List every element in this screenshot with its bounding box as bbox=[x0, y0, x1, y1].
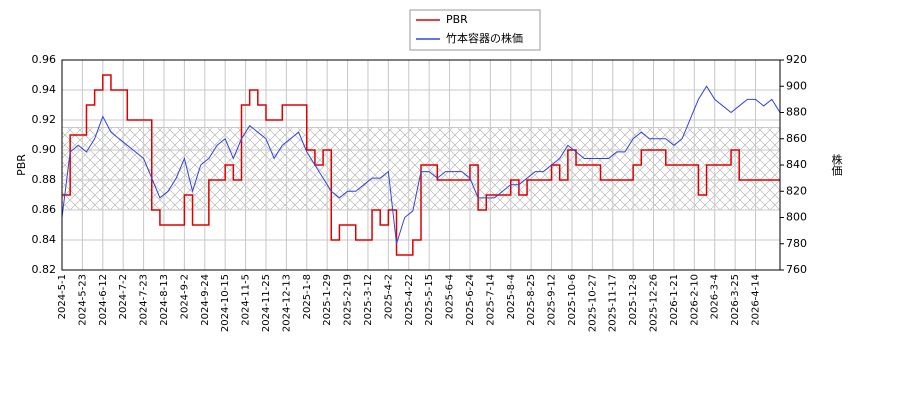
x-tick-label: 2024-8-13 bbox=[159, 274, 170, 326]
y2-tick-label: 920 bbox=[786, 53, 807, 66]
x-tick-label: 2025-9-12 bbox=[547, 274, 558, 326]
x-tick-label: 2024-7-23 bbox=[139, 274, 150, 326]
x-tick-label: 2025-5-15 bbox=[424, 274, 435, 326]
x-tick-label: 2024-5-1 bbox=[57, 274, 68, 319]
x-tick-label: 2024-10-15 bbox=[220, 274, 231, 332]
y2-tick-label: 820 bbox=[786, 184, 807, 197]
x-tick-label: 2025-12-26 bbox=[649, 274, 660, 332]
x-tick-label: 2026-4-14 bbox=[751, 274, 762, 326]
y-tick-label: 0.90 bbox=[32, 143, 57, 156]
x-tick-label: 2025-10-6 bbox=[567, 274, 578, 326]
x-tick-label: 2026-1-21 bbox=[669, 274, 680, 326]
x-tick-label: 2025-10-27 bbox=[587, 274, 598, 332]
series-line bbox=[62, 74, 780, 256]
plot-frame bbox=[61, 59, 781, 271]
y-tick-label: 0.82 bbox=[32, 263, 57, 276]
y2-tick-label: 860 bbox=[786, 132, 807, 145]
x-tick-label: 2024-12-13 bbox=[281, 274, 292, 332]
series-line bbox=[61, 85, 781, 244]
x-tick-label: 2026-3-25 bbox=[730, 274, 741, 326]
legend-box bbox=[409, 9, 541, 51]
y-axis-label: PBR bbox=[15, 154, 28, 176]
y2-tick-label: 800 bbox=[786, 211, 807, 224]
y-tick-label: 0.92 bbox=[32, 113, 57, 126]
x-tick-label: 2024-6-12 bbox=[98, 274, 109, 326]
x-tick-label: 2026-2-10 bbox=[689, 274, 700, 326]
x-tick-label: 2025-1-29 bbox=[322, 274, 333, 326]
x-tick-label: 2024-9-24 bbox=[200, 274, 211, 326]
legend: PBR 竹本容器の株価 bbox=[409, 9, 541, 51]
y-tick-label: 0.96 bbox=[32, 53, 57, 66]
y-tick-label: 0.86 bbox=[32, 203, 57, 216]
y2-tick-label: 780 bbox=[786, 237, 807, 250]
x-tick-label: 2025-8-25 bbox=[526, 274, 537, 326]
x-tick-label: 2024-7-2 bbox=[118, 274, 129, 319]
y2-tick-label: 900 bbox=[786, 79, 807, 92]
y-tick-label: 0.94 bbox=[32, 83, 57, 96]
legend-label: PBR bbox=[446, 13, 468, 26]
legend-label: 竹本容器の株価 bbox=[446, 31, 523, 45]
x-tick-label: 2025-3-12 bbox=[363, 274, 374, 326]
x-tick-label: 2024-11-25 bbox=[261, 274, 272, 332]
y2-tick-label: 840 bbox=[786, 158, 807, 171]
x-tick-label: 2025-11-17 bbox=[608, 274, 619, 332]
x-tick-label: 2025-12-8 bbox=[628, 274, 639, 326]
x-tick-label: 2026-3-4 bbox=[710, 274, 721, 319]
x-tick-label: 2025-8-4 bbox=[506, 274, 517, 319]
y2-axis-label: 株価 bbox=[830, 153, 843, 176]
y-tick-label: 0.84 bbox=[32, 233, 57, 246]
x-tick-label: 2024-9-2 bbox=[179, 274, 190, 319]
y2-tick-label: 760 bbox=[786, 263, 807, 276]
x-tick-label: 2025-6-4 bbox=[445, 274, 456, 319]
x-tick-label: 2025-7-14 bbox=[485, 274, 496, 326]
y-tick-label: 0.88 bbox=[32, 173, 57, 186]
x-tick-label: 2025-2-19 bbox=[343, 274, 354, 326]
x-tick-label: 2024-5-23 bbox=[77, 274, 88, 326]
x-tick-label: 2025-4-22 bbox=[404, 274, 415, 326]
x-tick-label: 2025-6-24 bbox=[465, 274, 476, 326]
x-tick-label: 2025-4-2 bbox=[383, 274, 394, 319]
y2-tick-label: 880 bbox=[786, 106, 807, 119]
x-tick-label: 2025-1-8 bbox=[302, 274, 313, 319]
x-tick-label: 2024-11-5 bbox=[241, 274, 252, 326]
